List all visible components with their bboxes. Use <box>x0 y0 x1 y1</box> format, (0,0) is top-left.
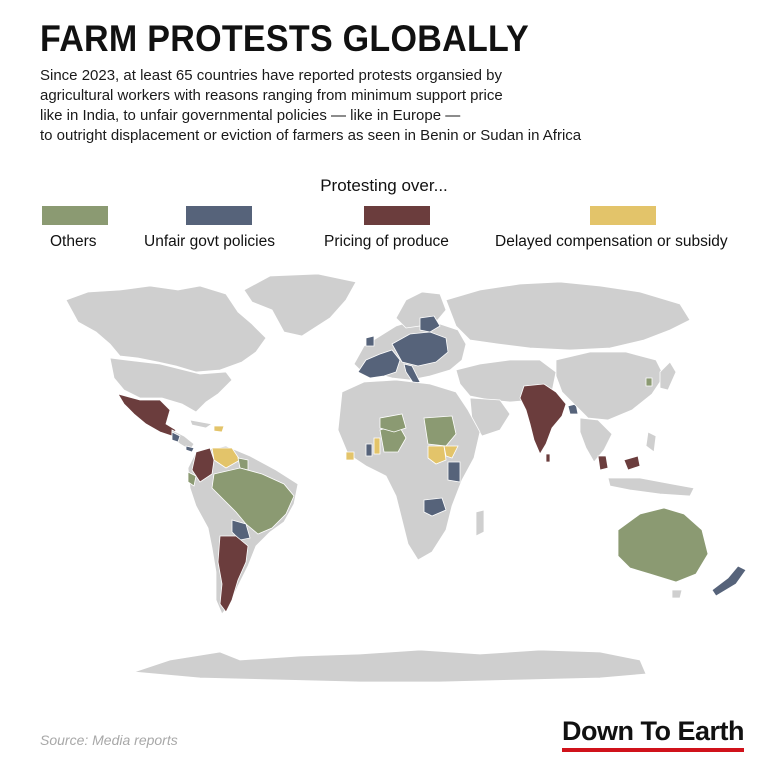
legend-swatch-policies <box>186 206 252 225</box>
country-eu-north <box>419 315 441 333</box>
subtitle: Since 2023, at least 65 countries have r… <box>40 66 760 146</box>
japan <box>659 361 677 391</box>
indonesia <box>607 477 695 497</box>
subtitle-line: like in India, to unfair governmental po… <box>40 107 461 124</box>
philippines <box>645 431 657 453</box>
country-colombia <box>191 447 215 483</box>
source-note: Source: Media reports <box>40 732 178 748</box>
country-argentina <box>217 535 249 613</box>
country-guatemala <box>171 431 181 443</box>
country-ireland <box>365 335 375 347</box>
country-ecuador <box>187 471 197 487</box>
country-sri-lanka <box>545 453 551 463</box>
subtitle-line: Since 2023, at least 65 countries have r… <box>40 67 502 84</box>
legend-label-pricing: Pricing of produce <box>324 233 449 250</box>
russia <box>445 281 691 351</box>
tasmania <box>671 589 683 599</box>
subtitle-line: to outright displacement or eviction of … <box>40 127 582 144</box>
legend-swatch-compensation <box>590 206 656 225</box>
country-malaysia-peninsula <box>597 455 609 471</box>
country-south-korea <box>645 377 653 387</box>
china-east-asia <box>555 351 665 421</box>
country-niger <box>379 413 407 433</box>
country-sudan <box>423 415 457 447</box>
brand-logo: Down To Earth <box>562 716 745 752</box>
usa <box>109 357 233 413</box>
country-australia <box>617 507 709 583</box>
country-eu-west <box>357 349 401 379</box>
legend-swatch-others <box>42 206 108 225</box>
country-ethiopia <box>443 445 459 459</box>
legend-title: Protesting over... <box>320 176 448 195</box>
country-panama <box>185 445 195 453</box>
country-zambia <box>423 497 447 517</box>
legend-swatch-pricing <box>364 206 430 225</box>
antarctica <box>133 649 647 683</box>
country-kenya <box>447 461 461 483</box>
country-mexico <box>117 393 177 437</box>
greenland <box>243 273 357 337</box>
country-malaysia-borneo <box>623 455 641 471</box>
legend-label-compensation: Delayed compensation or subsidy <box>495 233 728 250</box>
country-bangladesh <box>567 403 579 415</box>
country-paraguay <box>231 519 251 541</box>
madagascar <box>475 509 485 537</box>
north-america-north <box>65 285 267 373</box>
country-venezuela <box>211 447 241 469</box>
country-new-zealand <box>711 565 747 597</box>
world-map <box>30 268 750 688</box>
country-eu-central <box>391 331 449 367</box>
country-south-sudan <box>427 445 447 465</box>
country-benin <box>373 437 381 455</box>
country-brazil <box>211 467 295 535</box>
caribbean <box>189 419 214 429</box>
country-ghana <box>365 443 373 457</box>
country-liberia <box>345 451 355 461</box>
southeast-asia <box>579 417 613 463</box>
subtitle-line: agricultural workers with reasons rangin… <box>40 87 503 104</box>
legend-label-policies: Unfair govt policies <box>144 233 275 250</box>
country-india <box>519 383 567 455</box>
country-dominican <box>213 425 225 433</box>
legend-label-others: Others <box>50 233 97 250</box>
page-title: FARM PROTESTS GLOBALLY <box>40 18 529 59</box>
